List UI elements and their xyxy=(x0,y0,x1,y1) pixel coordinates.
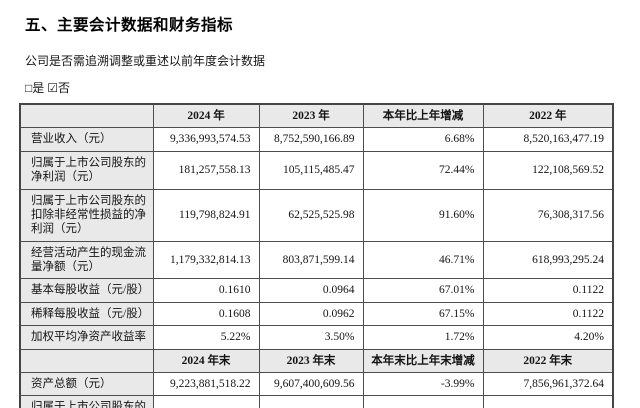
cell-value: 119,798,824.91 xyxy=(152,188,260,242)
cell-value: 7,856,961,372.64 xyxy=(482,371,614,397)
cell-value: 5.22% xyxy=(152,325,260,350)
table-row-net-profit-deducted: 归属于上市公司股东的扣除非经常性损益的净利润（元） 119,798,824.91… xyxy=(19,188,614,242)
cell-value: 91.60% xyxy=(362,188,484,242)
cell-value: 8,520,163,477.19 xyxy=(482,127,614,152)
cell-value: 0.1122 xyxy=(482,301,614,327)
table-row-diluted-eps: 稀释每股收益（元/股） 0.1608 0.0962 67.15% 0.1122 xyxy=(19,301,614,327)
cell-value: 0.0962 xyxy=(258,301,364,327)
cell-value: 181,257,558.13 xyxy=(152,150,260,190)
cell-value: 3.50% xyxy=(258,325,364,350)
row-label: 营业收入（元） xyxy=(19,127,154,152)
cell-value: -3.99% xyxy=(362,371,484,397)
header-yoy-change: 本年比上年增减 xyxy=(362,103,484,129)
cell-value: 76,308,317.56 xyxy=(482,188,614,242)
restatement-answer: □是 ☑否 xyxy=(25,79,640,96)
table-row-basic-eps: 基本每股收益（元/股） 0.1610 0.0964 67.01% 0.1122 xyxy=(19,278,614,303)
cell-value: 67.01% xyxy=(362,278,484,303)
cell-value: 8,752,590,166.89 xyxy=(258,127,364,152)
cell-value: 0.1608 xyxy=(152,301,260,327)
row-label: 归属于上市公司股东的净资产（元） xyxy=(19,395,154,408)
cell-value: 1.72% xyxy=(362,325,484,350)
cell-value: 3,980,996,845.44 xyxy=(152,395,260,408)
checkbox-yes: □是 xyxy=(25,81,45,95)
cell-value: 1,179,332,814.13 xyxy=(152,240,260,280)
cell-value: 803,871,599.14 xyxy=(258,240,364,280)
header-2024: 2024 年 xyxy=(152,103,260,129)
checkbox-no-checked: ☑否 xyxy=(47,81,71,95)
cell-value: 0.1610 xyxy=(152,278,260,303)
row-label: 归属于上市公司股东的净利润（元） xyxy=(19,150,154,190)
cell-value: 618,993,295.24 xyxy=(482,240,614,280)
row-label: 资产总额（元） xyxy=(19,371,154,397)
header-2023: 2023 年 xyxy=(258,103,364,129)
cell-value: 4.20% xyxy=(482,325,614,350)
cell-value: 72.44% xyxy=(362,150,484,190)
cell-value: 62,525,525.98 xyxy=(258,188,364,242)
cell-value: 26.75% xyxy=(362,395,484,408)
table-row-operating-cash-flow: 经营活动产生的现金流量净额（元） 1,179,332,814.13 803,87… xyxy=(19,240,614,280)
table-header-row-annual: 2024 年 2023 年 本年比上年增减 2022 年 xyxy=(19,103,614,129)
row-label: 加权平均净资产收益率 xyxy=(19,325,154,350)
cell-value: 9,223,881,518.22 xyxy=(152,371,260,397)
row-label: 基本每股收益（元/股） xyxy=(19,278,154,303)
table-row-net-profit: 归属于上市公司股东的净利润（元） 181,257,558.13 105,115,… xyxy=(19,150,614,190)
table-row-net-assets: 归属于上市公司股东的净资产（元） 3,980,996,845.44 3,140,… xyxy=(19,395,614,408)
table-row-revenue: 营业收入（元） 9,336,993,574.53 8,752,590,166.8… xyxy=(19,127,614,152)
header-empty-cell xyxy=(19,103,154,129)
header-empty-cell xyxy=(19,348,154,373)
table-header-row-year-end: 2024 年末 2023 年末 本年末比上年末增减 2022 年末 xyxy=(19,348,614,373)
header-2024-end: 2024 年末 xyxy=(152,348,260,373)
cell-value: 0.1122 xyxy=(482,278,614,303)
row-label: 归属于上市公司股东的扣除非经常性损益的净利润（元） xyxy=(19,188,154,242)
cell-value: 46.71% xyxy=(362,240,484,280)
section-title: 五、主要会计数据和财务指标 xyxy=(25,17,234,34)
cell-value: 122,108,569.52 xyxy=(482,150,614,190)
cell-value: 2,961,913,627.58 xyxy=(482,395,614,408)
cell-value: 0.0964 xyxy=(258,278,364,303)
cell-value: 6.68% xyxy=(362,127,484,152)
cell-value: 9,336,993,574.53 xyxy=(152,127,260,152)
header-2022: 2022 年 xyxy=(482,103,614,129)
cell-value: 9,607,400,609.56 xyxy=(258,371,364,397)
financial-indicators-table: 2024 年 2023 年 本年比上年增减 2022 年 营业收入（元） 9,3… xyxy=(19,103,614,408)
row-label: 经营活动产生的现金流量净额（元） xyxy=(19,240,154,280)
table-row-total-assets: 资产总额（元） 9,223,881,518.22 9,607,400,609.5… xyxy=(19,371,614,397)
cell-value: 67.15% xyxy=(362,301,484,327)
cell-value: 3,140,885,096.13 xyxy=(258,395,364,408)
header-2023-end: 2023 年末 xyxy=(258,348,364,373)
header-yoy-end-change: 本年末比上年末增减 xyxy=(362,348,484,373)
restatement-question: 公司是否需追溯调整或重述以前年度会计数据 xyxy=(25,54,266,68)
row-label: 稀释每股收益（元/股） xyxy=(19,301,154,327)
header-2022-end: 2022 年末 xyxy=(482,348,614,373)
table-row-weighted-roe: 加权平均净资产收益率 5.22% 3.50% 1.72% 4.20% xyxy=(19,325,614,350)
cell-value: 105,115,485.47 xyxy=(258,150,364,190)
